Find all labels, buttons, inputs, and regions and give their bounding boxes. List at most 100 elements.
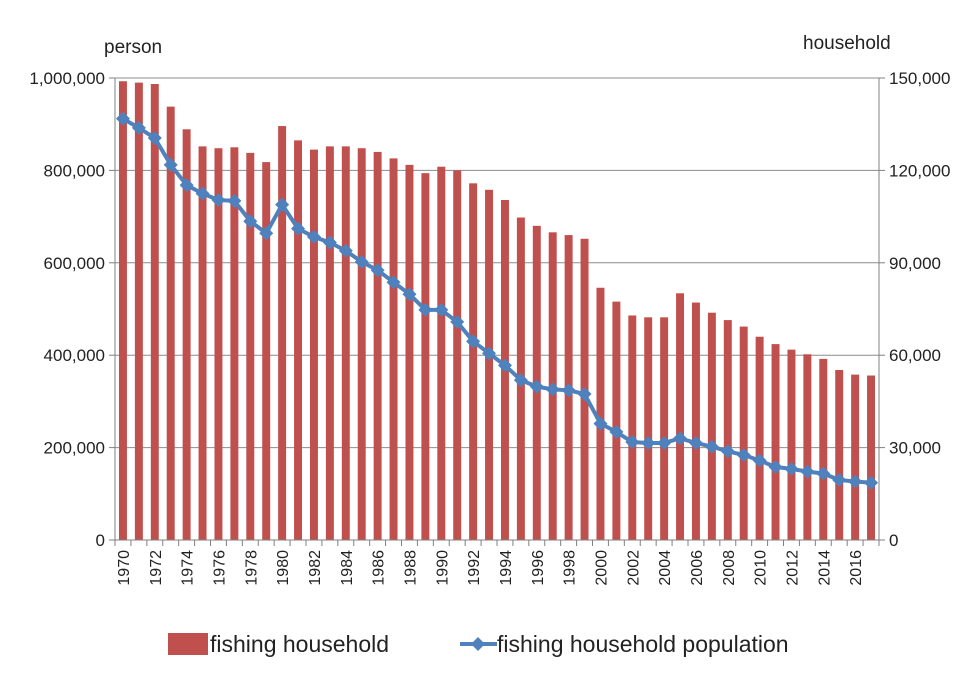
bar-2016 [851,374,860,540]
population-point-1977 [227,193,242,208]
right-tick-label: 60,000 [889,346,941,365]
population-point-1996 [529,379,544,394]
gridlines [115,77,879,449]
legend-marker-fishing-household-population [471,637,485,651]
bar-1981 [294,140,303,540]
bar-1987 [389,158,398,540]
line-series-fishing-household-population [115,111,879,490]
x-tick-label: 1982 [307,550,324,586]
x-tick-label: 2010 [753,550,770,586]
x-tick-label: 1988 [402,550,419,586]
population-point-1999 [577,387,592,402]
bar-1977 [230,147,239,541]
population-point-1989 [418,302,433,317]
population-point-1993 [482,346,497,361]
population-point-1971 [131,120,146,135]
bar-1978 [246,152,255,540]
population-point-1997 [545,382,560,397]
left-tick-label: 1,000,000 [29,69,105,88]
x-tick-label: 1978 [243,550,260,586]
x-tick-label: 1970 [116,550,133,586]
population-point-1991 [450,314,465,329]
left-axis-unit: person [104,37,162,58]
bar-2004 [660,317,669,540]
population-point-2017 [864,475,879,490]
population-point-1972 [147,131,162,146]
x-tick-label: 2002 [625,550,642,586]
population-point-1987 [386,275,401,290]
bar-1972 [150,84,159,541]
population-point-1970 [115,111,130,126]
population-point-1988 [402,287,417,302]
legend-swatch-fishing-household [168,633,208,655]
right-tick-label: 120,000 [889,161,950,180]
population-point-2005 [673,431,688,446]
bar-2010 [755,336,764,540]
population-point-2012 [784,461,799,476]
right-tick-label: 30,000 [889,439,941,458]
x-tick-label: 2000 [593,550,610,586]
x-tick-label: 1972 [148,550,165,586]
bar-1983 [325,146,334,540]
population-point-1986 [370,263,385,278]
bar-1992 [469,183,478,540]
x-tick-label: 2006 [689,550,706,586]
x-tick-label: 2008 [721,550,738,586]
axes: 0 200,000 400,000 600,000 800,000 1,000,000 0 3… [29,69,950,586]
x-tick-label: 1976 [211,550,228,586]
population-point-2016 [848,474,863,489]
x-tick-label: 2004 [657,550,674,586]
bar-2013 [803,354,812,540]
x-tick-label: 2016 [848,550,865,586]
bar-2001 [612,301,621,540]
bar-1973 [166,106,175,541]
population-point-2002 [625,435,640,450]
left-tick-label: 200,000 [44,439,105,458]
population-point-2004 [657,435,672,450]
population-point-2010 [752,453,767,468]
bar-2017 [867,375,876,540]
population-point-2013 [800,464,815,479]
population-point-1995 [513,373,528,388]
population-point-1975 [195,186,210,201]
bar-2014 [819,358,828,540]
bar-1980 [278,126,287,540]
right-tick-label: 0 [889,531,898,550]
bar-1988 [405,164,414,540]
population-point-1982 [306,229,321,244]
population-point-2009 [736,447,751,462]
population-point-2014 [816,466,831,481]
bar-2007 [707,312,716,540]
bar-2015 [835,369,844,540]
bar-2009 [739,326,748,540]
bar-2000 [596,287,605,540]
population-point-1985 [354,254,369,269]
population-point-2015 [832,472,847,487]
x-tick-label: 2014 [816,550,833,586]
x-tick-label: 1974 [180,550,197,586]
bar-1990 [437,166,446,541]
population-point-2003 [641,435,656,450]
x-tick-label: 1986 [371,550,388,586]
bar-1985 [357,148,366,540]
population-point-2007 [704,439,719,454]
x-tick-label: 1984 [339,550,356,586]
x-tick-label: 1992 [466,550,483,586]
right-tick-label: 90,000 [889,254,941,273]
legend-label-fishing-household-population: fishing household population [497,631,789,657]
bar-2011 [771,344,780,540]
bar-2005 [676,293,685,540]
bar-1975 [198,146,207,540]
left-tick-label: 800,000 [44,161,105,180]
population-point-1980 [275,197,290,212]
population-point-1990 [434,302,449,317]
bar-1974 [182,129,191,541]
bar-series-fishing-household [118,81,876,541]
bar-1982 [309,149,318,541]
population-point-1983 [322,235,337,250]
bar-1976 [214,148,223,540]
population-point-1994 [497,358,512,373]
x-tick-label: 1998 [562,550,579,586]
bar-1986 [373,151,382,541]
